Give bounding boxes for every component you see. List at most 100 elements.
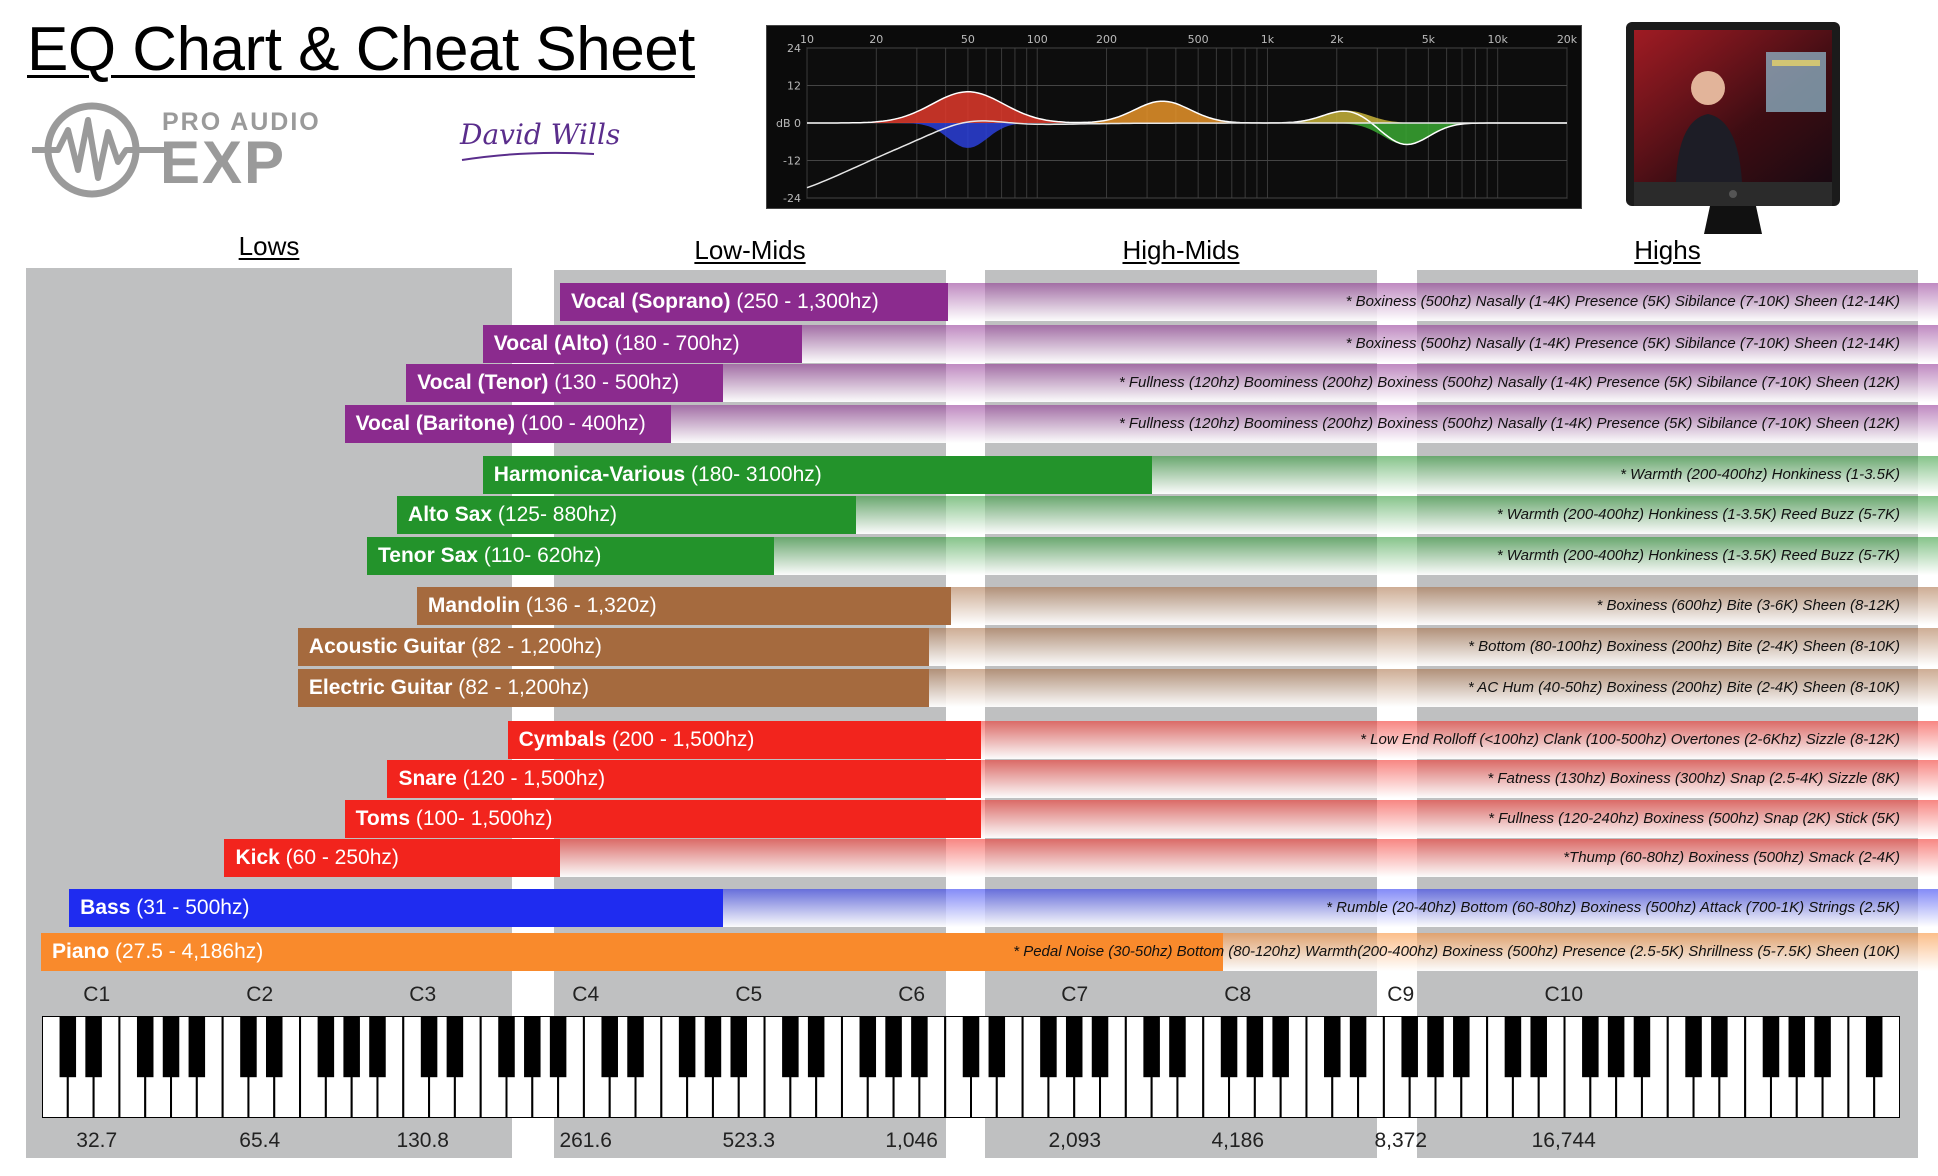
- db-tick-label: 24: [787, 42, 801, 55]
- black-key: [343, 1016, 360, 1078]
- instrument-bar: Cymbals (200 - 1,500hz): [507, 721, 982, 759]
- eq-band-fill: [807, 101, 1567, 123]
- black-key: [446, 1016, 464, 1078]
- black-key: [1272, 1016, 1289, 1078]
- db-tick-label: -24: [783, 192, 801, 205]
- db-tick-label: dB 0: [776, 117, 801, 130]
- octave-label: C9: [1387, 983, 1415, 1006]
- instrument-bar: Vocal (Tenor) (130 - 500hz): [406, 364, 724, 402]
- black-key: [1788, 1016, 1806, 1078]
- instrument-name: Alto Sax: [408, 503, 493, 526]
- freq-tick-label: 10k: [1488, 33, 1509, 46]
- octave-frequency: 32.7: [76, 1129, 118, 1152]
- instrument-notes: * Warmth (200-400hz) Honkiness (1-3.5K) …: [1496, 506, 1900, 523]
- black-key: [1685, 1016, 1702, 1078]
- instrument-notes: * Boxiness (600hz) Bite (3-6K) Sheen (8-…: [1596, 597, 1900, 614]
- instrument-notes: * Bottom (80-100hz) Boxiness (200hz) Bit…: [1468, 638, 1900, 655]
- instrument-range: (125- 880hz): [492, 503, 617, 526]
- instrument-range: (130 - 500hz): [548, 371, 680, 394]
- row-background: [1222, 933, 1938, 971]
- instrument-name: Electric Guitar: [308, 676, 453, 699]
- instrument-range: (200 - 1,500hz): [606, 728, 755, 751]
- black-key: [1220, 1016, 1238, 1078]
- freq-tick-label: 100: [1027, 33, 1048, 46]
- signature: David Wills: [459, 118, 620, 161]
- octave-frequency: 523.3: [722, 1129, 776, 1152]
- black-key: [240, 1016, 257, 1078]
- instrument-range: (180 - 700hz): [608, 332, 740, 355]
- piano-keyboard: [42, 1016, 1900, 1118]
- black-key: [1633, 1016, 1651, 1078]
- instrument-range: (82 - 1,200hz): [452, 676, 590, 699]
- instrument-range: (60 - 250hz): [279, 846, 399, 869]
- band-title-highs: Highs: [1634, 235, 1701, 265]
- freq-tick-label: 20: [869, 33, 883, 46]
- black-key: [420, 1016, 438, 1078]
- instrument-name: Tenor Sax: [378, 544, 478, 567]
- instrument-bar: Vocal (Baritone) (100 - 400hz): [344, 405, 671, 443]
- logo-text-top: PRO AUDIO: [162, 108, 321, 136]
- octave-label: C5: [735, 983, 763, 1006]
- black-key: [1169, 1016, 1186, 1078]
- instrument-range: (100 - 400hz): [515, 412, 646, 435]
- black-key: [498, 1016, 515, 1078]
- instrument-range: (136 - 1,320z): [520, 594, 657, 617]
- eq-band-fill: [807, 123, 1567, 148]
- instrument-notes: * Boxiness (500hz) Nasally (1-4K) Presen…: [1345, 335, 1900, 352]
- freq-tick-label: 50: [961, 33, 975, 46]
- row-background: [951, 587, 1938, 625]
- black-key: [730, 1016, 748, 1078]
- black-key: [1530, 1016, 1547, 1078]
- instrument-notes: * Warmth (200-400hz) Honkiness (1-3.5K): [1620, 466, 1900, 483]
- black-key: [1711, 1016, 1728, 1078]
- instrument-notes: * Boxiness (500hz) Nasally (1-4K) Presen…: [1345, 293, 1900, 310]
- black-key: [1607, 1016, 1625, 1078]
- freq-tick-label: 200: [1096, 33, 1117, 46]
- instrument-range: (110- 620hz): [477, 544, 602, 567]
- black-key: [549, 1016, 567, 1078]
- instrument-name: Kick: [235, 846, 280, 869]
- octave-frequency: 130.8: [396, 1129, 449, 1152]
- page-title: EQ Chart & Cheat Sheet: [27, 15, 695, 84]
- row-background: [1152, 456, 1938, 494]
- instrument-name: Harmonica-Various: [493, 463, 686, 486]
- instrument-name: Vocal (Baritone): [355, 412, 516, 435]
- eq-band-fill: [807, 91, 1567, 123]
- octave-label: C10: [1544, 983, 1583, 1006]
- black-key: [369, 1016, 386, 1078]
- instrument-name: Vocal (Soprano): [571, 290, 731, 313]
- octave-frequency: 65.4: [239, 1129, 281, 1152]
- freq-tick-label: 5k: [1422, 33, 1436, 46]
- eq-curve-display: 24 12 dB 0 -12 -24 10 20 50 100 200 500 1k 2k 5k 10k 20…: [766, 25, 1582, 209]
- row-background: [723, 364, 1938, 402]
- instrument-bar: Tenor Sax (110- 620hz): [367, 537, 774, 575]
- instrument-bar: Alto Sax (125- 880hz): [397, 496, 856, 534]
- instrument-range: (250 - 1,300hz): [730, 290, 879, 313]
- black-key: [988, 1016, 1006, 1078]
- row-background: [981, 721, 1938, 759]
- black-key: [85, 1016, 102, 1078]
- octave-label: C4: [572, 983, 600, 1006]
- presenter-monitor-icon: [1626, 22, 1840, 234]
- octave-frequency: 261.6: [559, 1129, 612, 1152]
- black-key: [1582, 1016, 1599, 1078]
- instrument-range: (82 - 1,200hz): [465, 635, 602, 658]
- instrument-bar: Bass (31 - 500hz): [69, 889, 724, 927]
- instrument-name: Cymbals: [518, 728, 607, 751]
- instrument-bar: Kick (60 - 250hz): [224, 839, 561, 877]
- black-key: [678, 1016, 696, 1078]
- black-key: [524, 1016, 541, 1078]
- row-background: [773, 537, 1938, 575]
- octave-frequency: 16,744: [1531, 1129, 1596, 1152]
- instrument-range: (180- 3100hz): [685, 463, 822, 486]
- black-key: [1865, 1016, 1883, 1078]
- black-key: [1040, 1016, 1057, 1078]
- black-key: [265, 1016, 283, 1078]
- waveform-circle-icon: [32, 102, 170, 198]
- instrument-bar: Electric Guitar (82 - 1,200hz): [297, 669, 929, 707]
- band-title-lows: Lows: [238, 231, 300, 261]
- instrument-notes: * Pedal Noise (30-50hz) Bottom (80-120hz…: [1013, 943, 1900, 960]
- black-key: [59, 1016, 77, 1078]
- black-key: [1453, 1016, 1470, 1078]
